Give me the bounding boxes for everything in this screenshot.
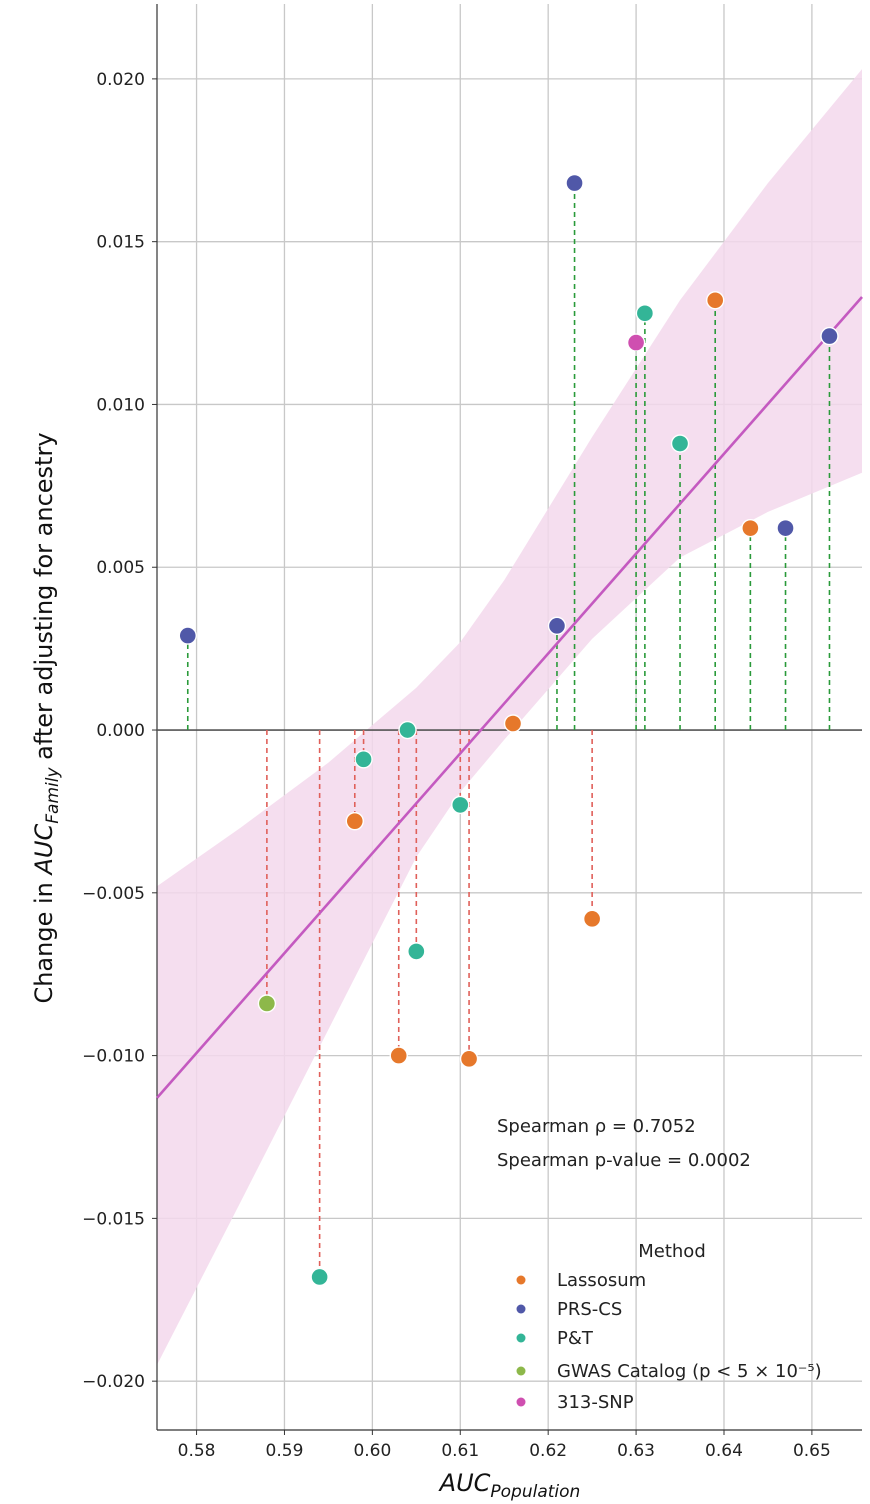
y-tick-label: 0.020 [96,70,145,90]
point-prs-cs [820,326,839,346]
x-tick-label: 0.58 [178,1441,216,1461]
point-prs-cs [178,626,197,645]
x-tick-label: 0.59 [266,1441,304,1461]
legend-marker-313-snp [516,1397,526,1407]
y-axis-title: Change in AUCFamily after adjusting for … [30,432,63,1003]
y-axis-title-pre: Change in [30,875,58,1004]
legend-entry-lassosum: Lassosum [516,1270,646,1291]
x-tick-label: 0.65 [793,1441,831,1461]
x-axis-title: AUCPopulation [438,1469,581,1502]
legend-label-gwas-catalog: GWAS Catalog (p < 5 × 10⁻⁵) [557,1361,822,1382]
spearman-rho-annotation: Spearman ρ = 0.7052 [497,1116,696,1137]
legend-entry-pt: P&T [516,1328,594,1349]
data-points [178,173,839,1287]
legend-marker-pt [516,1333,526,1343]
legend-label-prs-cs: PRS-CS [557,1299,622,1320]
point-prs-cs [565,173,584,193]
point-lassosum [582,909,602,929]
point-pt [451,795,470,815]
y-tick-label: 0.010 [96,395,145,415]
x-tick-label: 0.63 [617,1441,655,1461]
legend-marker-lassosum [516,1275,526,1285]
x-tick-label: 0.62 [529,1441,567,1461]
point-prs-cs [547,616,567,636]
regression-layer [156,296,863,1099]
y-tick-label: 0.000 [96,721,145,741]
point-lassosum [459,1049,479,1069]
point-lassosum [389,1046,408,1065]
point-pt [407,942,426,961]
point-gwas-catalog [257,994,277,1013]
x-tick-label: 0.60 [353,1441,391,1461]
legend-marker-gwas-catalog [516,1366,526,1376]
y-tick-label: −0.020 [82,1372,145,1392]
legend-entry-313-snp: 313-SNP [516,1392,634,1413]
legend-entry-prs-cs: PRS-CS [516,1299,622,1320]
legend-entry-gwas-catalog: GWAS Catalog (p < 5 × 10⁻⁵) [516,1361,822,1382]
y-tick-label: 0.005 [96,558,145,578]
legend: Method Lassosum PRS-CS P&T GWAS Catalog … [516,1241,822,1413]
point-lassosum [705,291,725,310]
regression-line [156,296,863,1099]
point-lassosum [345,811,364,831]
legend-label-lassosum: Lassosum [557,1270,646,1291]
point-lassosum [503,714,523,733]
y-axis-title-main: AUC [30,824,58,877]
stems [186,183,831,1277]
y-tick-label: −0.010 [82,1047,145,1067]
y-axis-title-post: after adjusting for ancestry [30,432,58,767]
point-pt [398,720,417,740]
y-tick-label: 0.015 [96,233,145,253]
point-lassosum [741,518,760,538]
y-tick-label: −0.015 [82,1209,145,1229]
legend-label-313-snp: 313-SNP [557,1392,634,1413]
legend-marker-prs-cs [516,1304,526,1314]
y-tick-label: −0.005 [82,884,145,904]
point-pt [310,1267,329,1287]
spearman-pvalue-annotation: Spearman p-value = 0.0002 [497,1150,751,1171]
point-313-snp [626,333,646,352]
point-prs-cs [776,518,795,538]
x-axis-title-sub: Population [490,1482,580,1502]
legend-title: Method [638,1241,706,1262]
point-pt [670,434,690,453]
x-tick-label: 0.64 [705,1441,743,1461]
y-axis-title-sub: Family [43,767,63,824]
x-axis-title-main: AUC [438,1469,491,1497]
x-tick-label: 0.61 [441,1441,479,1461]
point-pt [354,750,373,769]
point-pt [635,304,655,323]
tick-labels: 0.58 0.59 0.60 0.61 0.62 0.63 0.64 0.65 0.020 0.0… [82,70,831,1461]
legend-label-pt: P&T [557,1328,594,1349]
